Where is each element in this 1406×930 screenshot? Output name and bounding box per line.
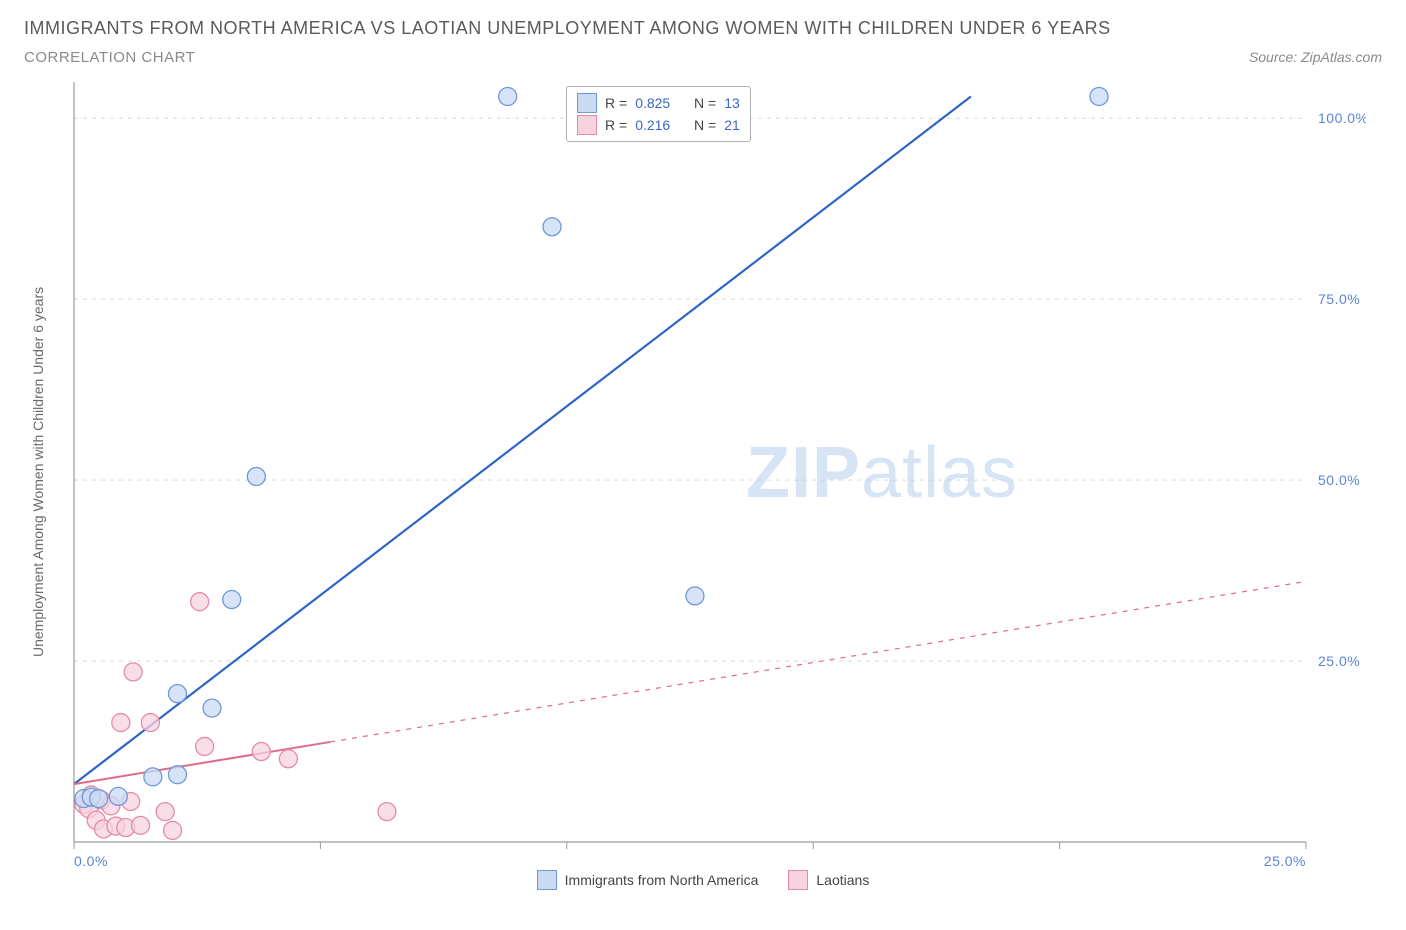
legend-label-2: Laotians <box>816 872 869 888</box>
stat-n-value-1: 13 <box>724 92 740 114</box>
legend-label-1: Immigrants from North America <box>565 872 759 888</box>
source-label: Source: ZipAtlas.com <box>1249 49 1382 65</box>
svg-text:75.0%: 75.0% <box>1318 291 1360 307</box>
svg-text:25.0%: 25.0% <box>1264 853 1306 869</box>
stat-r-value-2: 0.216 <box>635 114 670 136</box>
stat-n-label: N = <box>694 92 716 114</box>
correlation-stats-box: R = 0.825 N = 13 R = 0.216 N = 21 <box>566 86 751 142</box>
bottom-legend: Immigrants from North America Laotians <box>24 870 1382 890</box>
svg-text:25.0%: 25.0% <box>1318 653 1360 669</box>
subtitle-row: CORRELATION CHART Source: ZipAtlas.com <box>24 49 1382 66</box>
swatch-series1-icon <box>577 93 597 113</box>
legend-swatch-2-icon <box>788 870 808 890</box>
stat-r-value-1: 0.825 <box>635 92 670 114</box>
svg-text:50.0%: 50.0% <box>1318 472 1360 488</box>
chart-title: IMMIGRANTS FROM NORTH AMERICA VS LAOTIAN… <box>24 18 1382 39</box>
svg-text:0.0%: 0.0% <box>74 853 108 869</box>
legend-swatch-1-icon <box>537 870 557 890</box>
chart-subtitle: CORRELATION CHART <box>24 49 195 66</box>
stat-row-series2: R = 0.216 N = 21 <box>577 114 740 136</box>
svg-text:100.0%: 100.0% <box>1318 110 1366 126</box>
chart-container: Unemployment Among Women with Children U… <box>24 72 1382 872</box>
stat-n-label: N = <box>694 114 716 136</box>
legend-item-1: Immigrants from North America <box>537 870 759 890</box>
stat-r-label: R = <box>605 114 627 136</box>
swatch-series2-icon <box>577 115 597 135</box>
stat-n-value-2: 21 <box>724 114 740 136</box>
y-axis-label: Unemployment Among Women with Children U… <box>24 92 46 852</box>
stat-r-label: R = <box>605 92 627 114</box>
scatter-chart: 25.0% 50.0% 75.0% 100.0% 0.0% 25.0% <box>46 72 1366 872</box>
legend-item-2: Laotians <box>788 870 869 890</box>
stat-row-series1: R = 0.825 N = 13 <box>577 92 740 114</box>
